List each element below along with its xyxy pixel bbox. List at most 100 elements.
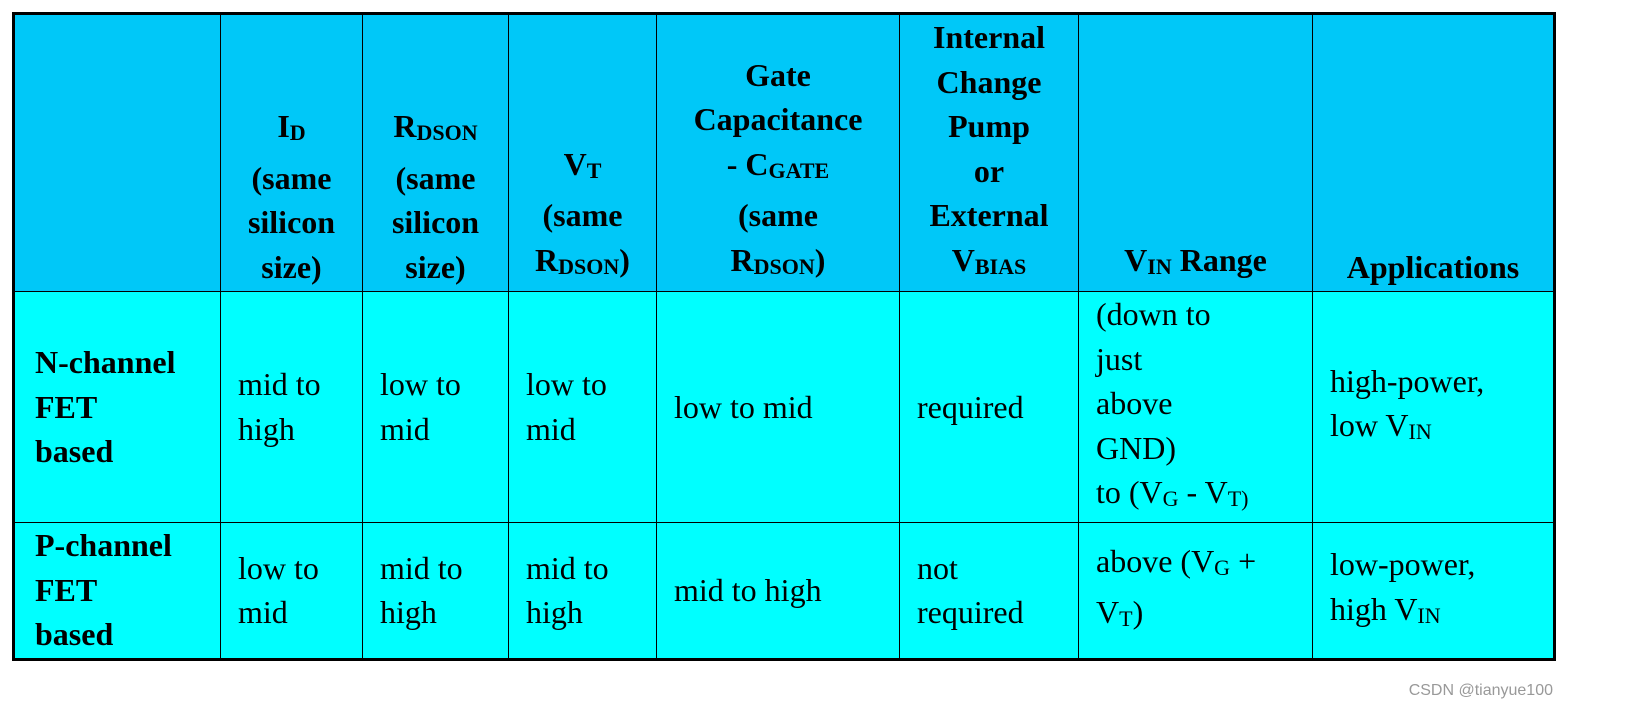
text: (same [251, 159, 332, 196]
text: required [917, 388, 1024, 425]
cell-line: silicon [373, 200, 498, 245]
cell-line: FET [35, 385, 210, 430]
text: low to [238, 549, 319, 586]
text: required [917, 594, 1024, 630]
text: low V [1330, 407, 1409, 444]
cell-applications: high-power, low VIN [1312, 291, 1555, 523]
cell-line: high [526, 590, 646, 635]
text: Range [1171, 241, 1267, 278]
text: just [1096, 340, 1143, 377]
cell-line: VIN Range [1089, 238, 1302, 290]
text: not [917, 549, 958, 586]
text: mid [238, 594, 288, 630]
cell-gate-capacitance: low to mid [656, 291, 900, 523]
cell-vin-range: above (VG + VT) [1078, 521, 1313, 660]
cell-line: mid to [526, 546, 646, 591]
text: high [380, 594, 437, 630]
cell-line: high-power, [1330, 359, 1543, 404]
cell-line: Applications [1323, 245, 1543, 290]
cell-line: low-power, [1330, 542, 1543, 587]
text: + [1230, 542, 1257, 579]
cell-line: low to [380, 362, 498, 407]
cell-line: or [910, 149, 1068, 194]
text: mid to high [674, 571, 822, 608]
cell-line: (same [373, 156, 498, 201]
cell-line: size) [373, 245, 498, 290]
text: Internal [933, 19, 1045, 55]
text: silicon [247, 204, 336, 240]
cell-line: low to mid [674, 385, 889, 430]
cell-line: (same [231, 156, 352, 201]
cell-line: VT) [1096, 590, 1302, 642]
subscript: DSON [558, 253, 620, 279]
cell-line: RDSON) [667, 238, 889, 290]
text: V [1124, 241, 1148, 278]
cell-line: RDSON) [519, 238, 646, 290]
text: N-channel [35, 344, 176, 380]
subscript: T [586, 157, 602, 183]
cell-charge-pump: not required [899, 521, 1079, 660]
subscript: BIAS [974, 253, 1027, 279]
cell-row-label: N-channel FET based [13, 291, 221, 523]
text: Change [936, 63, 1042, 100]
text: FET [35, 571, 98, 608]
text: R [730, 241, 754, 278]
text: External [929, 197, 1049, 233]
cell-line: above [1096, 381, 1302, 426]
cell-line: External [910, 193, 1068, 238]
cell-rdson: mid to high [362, 521, 509, 660]
cell-vt: low to mid [508, 291, 657, 523]
text: silicon [391, 204, 480, 240]
text: Gate [745, 56, 811, 93]
cell-line: above (VG + [1096, 539, 1302, 591]
subscript: T [1119, 606, 1133, 631]
cell-line: based [35, 429, 210, 474]
cell-line: - CGATE [667, 142, 889, 194]
text: - C [726, 145, 769, 182]
text: Pump [948, 108, 1030, 144]
text: V [951, 241, 975, 278]
subscript: DSON [753, 253, 815, 279]
header-id: ID (same silicon size) [220, 13, 363, 292]
text: above [1096, 385, 1173, 421]
cell-line: mid to [238, 362, 352, 407]
cell-line: (same [519, 193, 646, 238]
cell-line: high [238, 407, 352, 452]
subscript: G [1214, 554, 1231, 580]
cell-line: mid [238, 590, 352, 635]
cell-line: mid [526, 407, 646, 452]
text: R [393, 108, 417, 144]
text: based [35, 616, 114, 653]
text: Applications [1346, 248, 1520, 285]
text: V [1096, 594, 1120, 630]
subscript: IN [1408, 419, 1432, 445]
cell-line: low to [526, 362, 646, 407]
text: ) [619, 241, 630, 278]
text: high [238, 410, 295, 447]
cell-applications: low-power, high VIN [1312, 521, 1555, 660]
subscript: IN [1147, 253, 1172, 279]
cell-line: N-channel [35, 340, 210, 385]
cell-line: GND) [1096, 426, 1302, 471]
text: R [535, 241, 559, 278]
cell-line: Change [910, 60, 1068, 105]
text: to (V [1096, 474, 1163, 510]
text: size) [261, 248, 322, 285]
text: (same [542, 197, 623, 233]
cell-line: Pump [910, 104, 1068, 149]
cell-line: just [1096, 337, 1302, 382]
text: ) [1132, 594, 1144, 630]
cell-line: Internal [910, 15, 1068, 60]
text: low-power, [1330, 546, 1476, 582]
cell-line: Capacitance [667, 97, 889, 142]
cell-line: low VIN [1330, 403, 1543, 455]
cell-line: high [380, 590, 498, 635]
fet-comparison-table: ID (same silicon size) RDSON (same silicon size… [12, 12, 1556, 661]
text: high [526, 594, 583, 630]
text: size) [405, 248, 466, 285]
text: V [563, 145, 587, 182]
text: low to mid [674, 388, 813, 425]
header-vt: VT (same RDSON) [508, 13, 657, 292]
cell-line: VT [519, 142, 646, 194]
text: low to [380, 366, 461, 403]
